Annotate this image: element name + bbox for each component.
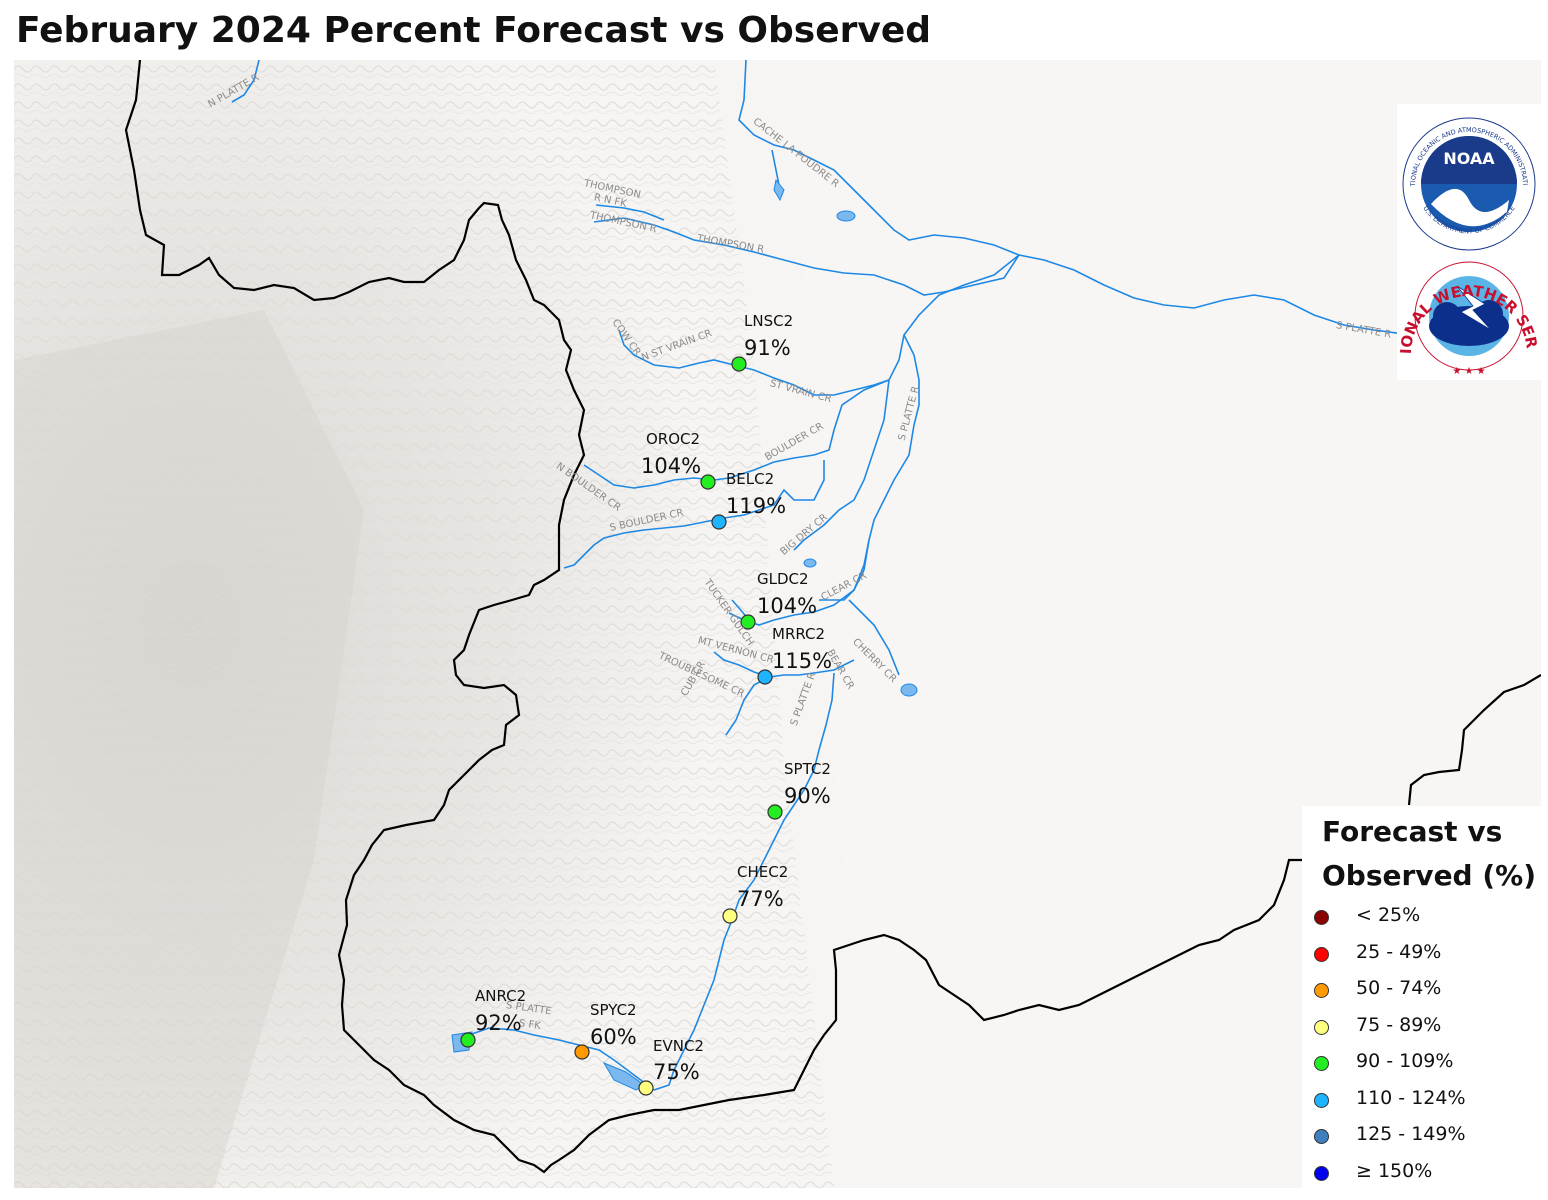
legend-label: 110 - 124% [1356,1086,1466,1109]
bear-creek [713,651,855,678]
station-id-lnsc2: LNSC2 [744,312,794,330]
station-id-spyc2: SPYC2 [590,1001,637,1019]
station-pct-gldc2: 104% [757,594,818,618]
station-pct-anrc2: 92% [475,1011,522,1035]
legend-swatch [1314,946,1329,962]
station-pct-belc2: 119% [726,494,787,518]
legend-item: 25 - 49% [1314,939,1534,969]
agency-logos: NOAA NATIONAL OCEANIC AND ATMOSPHERIC AD… [1391,90,1542,380]
station-pct-chec2: 77% [737,887,784,911]
legend-swatch [1314,1165,1329,1181]
map-svg [14,60,1541,1188]
s-platte-sw [468,1027,655,1091]
page-title: February 2024 Percent Forecast vs Observ… [16,10,932,51]
reservoir-horsetooth [836,210,856,222]
noaa-logo: NOAA NATIONAL OCEANIC AND ATMOSPHERIC AD… [1394,98,1536,251]
legend-label: 90 - 109% [1356,1050,1454,1072]
basin-boundary-east [1407,674,1541,806]
legend-label: 50 - 74% [1356,977,1442,999]
reservoir-standley [803,558,817,568]
legend-swatch [1314,1056,1329,1071]
legend-label: 125 - 149% [1356,1123,1466,1145]
thompson-n-fk [595,204,665,221]
nws-stars-icon: ★ ★ ★ [1452,366,1485,377]
legend-label: 75 - 89% [1356,1013,1442,1036]
station-dots [460,356,783,1096]
basin-boundary-north [124,60,1315,1174]
station-dot-lnsc2[interactable] [731,356,747,372]
station-dot-belc2[interactable] [711,514,727,530]
legend-swatch [1314,983,1329,998]
station-pct-oroc2: 104% [641,454,702,478]
station-dot-chec2[interactable] [722,908,738,924]
legend-label: < 25% [1356,904,1421,926]
station-dot-sptc2[interactable] [767,804,783,820]
mountain-texture [14,60,834,1188]
station-pct-spyc2: 60% [590,1025,637,1049]
boulder-creek [583,379,890,489]
reservoir-poudre [773,178,785,202]
legend-item: ≥ 150% [1314,1158,1534,1188]
station-id-oroc2: OROC2 [646,430,701,448]
noaa-wordmark: NOAA [1443,149,1495,168]
station-id-gldc2: GLDC2 [757,570,809,588]
station-id-chec2: CHEC2 [737,863,789,881]
map-area[interactable]: N PLATTE R CACHE LA POUDRE R THOMPSON R … [14,60,1541,1188]
s-platte-upper [653,672,835,1091]
station-dot-anrc2[interactable] [460,1032,476,1048]
st-vrain-mainstem [618,254,1020,396]
station-id-belc2: BELC2 [726,470,775,488]
reservoir-cherry-creek [900,683,918,697]
legend-title-line2: Observed (%) [1322,859,1536,892]
station-dot-spyc2[interactable] [574,1044,590,1060]
legend-title-line1: Forecast vs [1322,815,1503,848]
legend-swatch [1314,910,1329,925]
big-dry-creek [793,379,890,551]
station-dot-mrrc2[interactable] [757,669,773,685]
cherry-creek [848,599,900,676]
deep-relief [14,310,364,1188]
cub-creek [725,676,770,736]
station-id-mrrc2: MRRC2 [772,625,826,643]
logos-svg: NOAA NATIONAL OCEANIC AND ATMOSPHERIC AD… [1391,90,1541,377]
station-id-sptc2: SPTC2 [784,760,831,778]
legend: Forecast vs Observed (%) < 25% 25 - 49% 50… [1302,806,1542,1188]
s-boulder-creek [563,460,825,569]
station-id-evnc2: EVNC2 [653,1037,704,1055]
legend-item: 50 - 74% [1314,975,1534,1005]
station-dot-oroc2[interactable] [700,474,716,490]
station-pct-evnc2: 75% [653,1060,700,1084]
station-id-anrc2: ANRC2 [475,987,527,1005]
legend-swatch [1314,1019,1329,1035]
legend-item: 75 - 89% [1314,1012,1534,1042]
legend-item: 110 - 124% [1314,1085,1534,1115]
legend-item: < 25% [1314,902,1534,932]
legend-swatch [1314,1092,1329,1108]
river-network [231,60,1435,1091]
cache-la-poudre-river [738,60,1020,256]
south-platte-main [1018,254,1435,335]
n-platte-river [231,60,260,103]
station-pct-lnsc2: 91% [744,336,791,360]
legend-title: Forecast vs Observed (%) [1322,810,1536,898]
station-dot-gldc2[interactable] [740,614,756,630]
legend-swatch [1314,1129,1329,1144]
legend-label: ≥ 150% [1356,1159,1433,1182]
legend-item: 125 - 149% [1314,1121,1534,1151]
station-pct-sptc2: 90% [784,784,831,808]
legend-item: 90 - 109% [1314,1048,1534,1078]
station-pct-mrrc2: 115% [772,649,833,673]
legend-label: 25 - 49% [1356,940,1442,963]
station-dot-evnc2[interactable] [638,1080,654,1096]
